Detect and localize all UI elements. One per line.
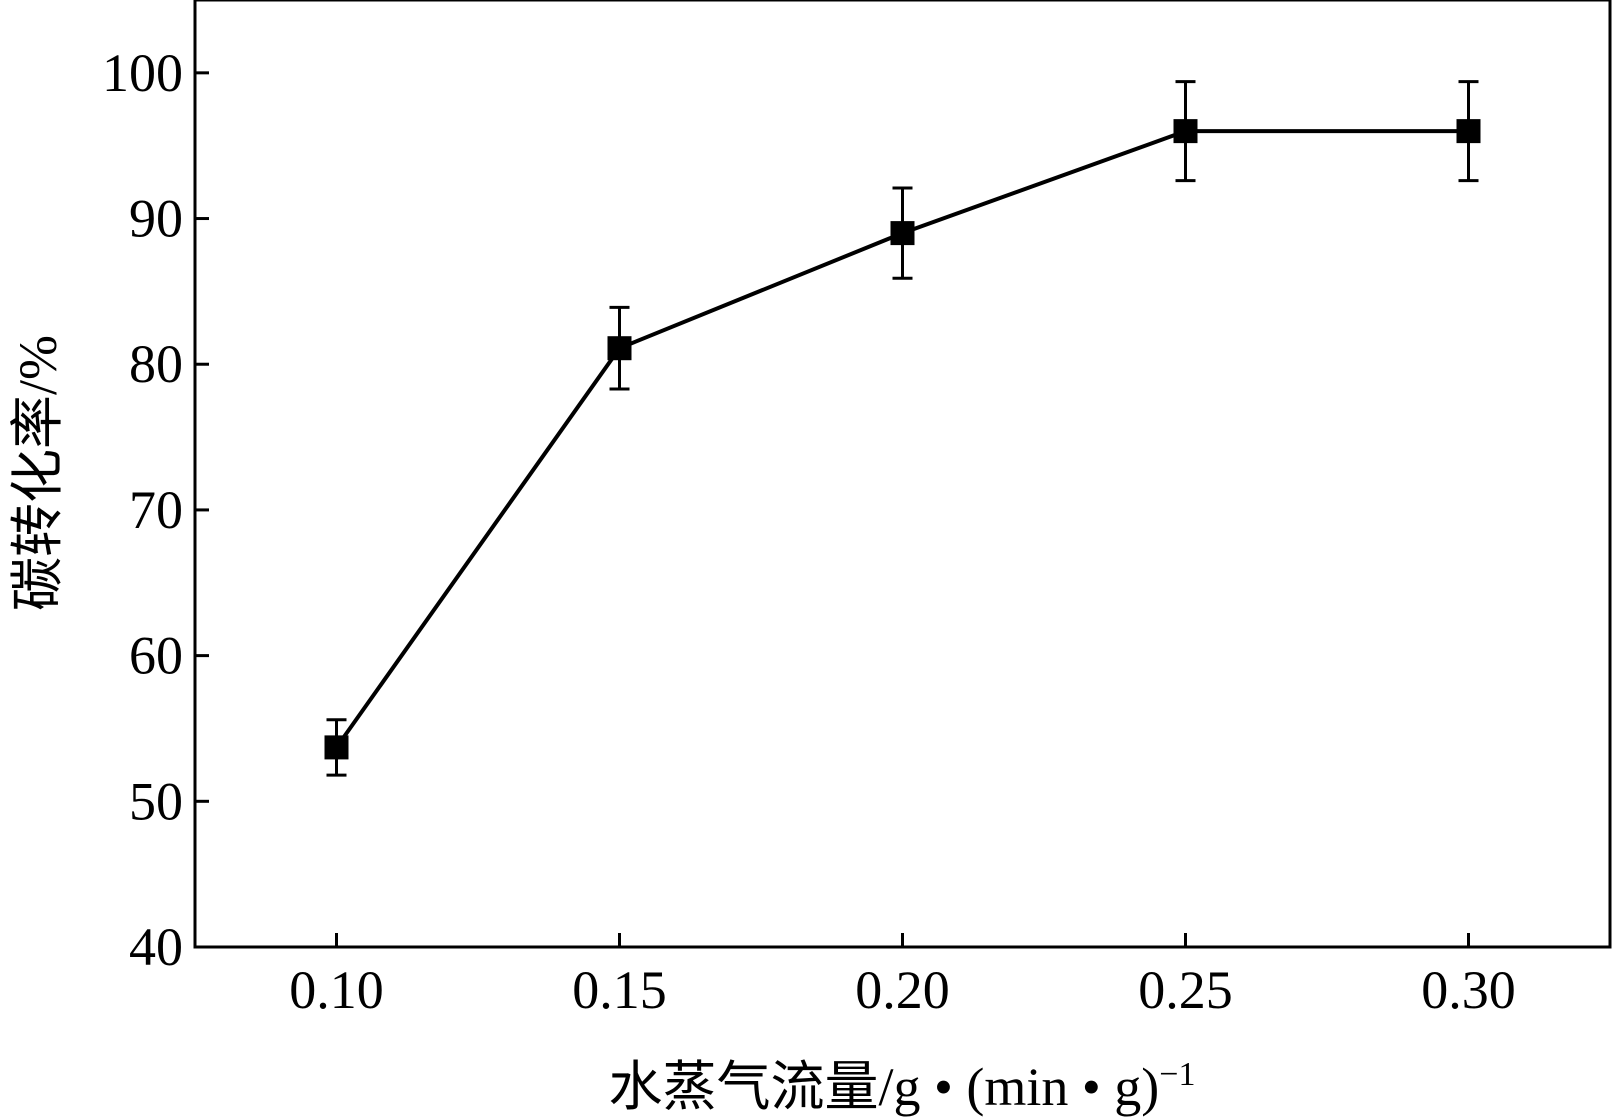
x-tick-label: 0.15 bbox=[572, 960, 667, 1020]
series-layer bbox=[324, 80, 1481, 777]
y-tick-label: 50 bbox=[129, 771, 183, 831]
data-point bbox=[1173, 119, 1198, 144]
data-point bbox=[1456, 119, 1481, 144]
y-tick-label: 90 bbox=[129, 189, 183, 249]
y-tick-label: 40 bbox=[129, 917, 183, 977]
data-point bbox=[607, 336, 632, 361]
y-tick-label: 60 bbox=[129, 626, 183, 686]
x-axis-title: 水蒸气流量/g • (min • g)−1 bbox=[609, 1056, 1196, 1117]
x-tick-label: 0.10 bbox=[289, 960, 384, 1020]
y-tick-label: 100 bbox=[102, 43, 183, 103]
y-axis-title: 碳转化率/% bbox=[8, 335, 68, 611]
x-axis-ticks: 0.10 0.15 0.20 0.25 0.30 bbox=[289, 933, 1516, 1020]
x-tick-label: 0.20 bbox=[855, 960, 950, 1020]
y-tick-label: 80 bbox=[129, 334, 183, 394]
x-axis-title-superscript: −1 bbox=[1159, 1056, 1195, 1093]
plot-frame bbox=[193, 0, 1612, 949]
data-point bbox=[890, 221, 915, 246]
x-axis-title-text: 水蒸气流量/g • (min • g) bbox=[609, 1057, 1160, 1117]
x-tick-label: 0.30 bbox=[1421, 960, 1516, 1020]
y-axis-ticks: 40 50 60 70 80 90 100 bbox=[102, 43, 209, 977]
data-point bbox=[324, 735, 349, 760]
y-tick-label: 70 bbox=[129, 480, 183, 540]
x-tick-label: 0.25 bbox=[1138, 960, 1233, 1020]
